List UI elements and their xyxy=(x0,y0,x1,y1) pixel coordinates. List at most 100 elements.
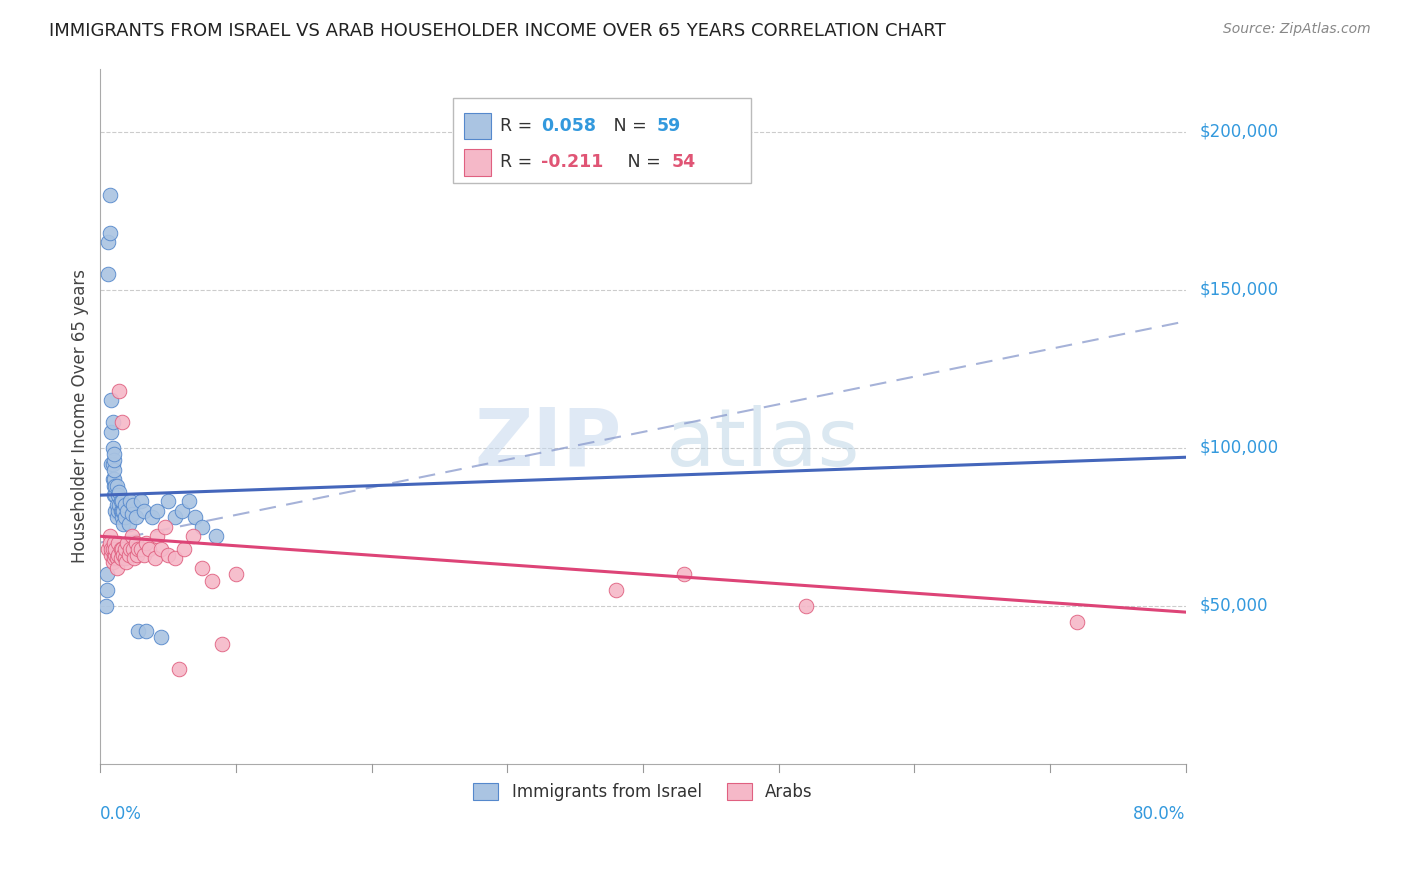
Point xyxy=(181,529,204,543)
FancyBboxPatch shape xyxy=(464,149,491,176)
Point xyxy=(794,599,817,613)
Text: $50,000: $50,000 xyxy=(1199,597,1268,615)
Text: $150,000: $150,000 xyxy=(1199,281,1278,299)
Point xyxy=(672,567,695,582)
Point xyxy=(157,548,180,562)
Point xyxy=(120,494,142,508)
Point xyxy=(105,479,128,493)
Point xyxy=(107,535,129,549)
Point xyxy=(117,504,139,518)
Point xyxy=(173,541,195,556)
Point xyxy=(167,662,190,676)
Point xyxy=(191,561,214,575)
Point xyxy=(125,548,148,562)
Text: N =: N = xyxy=(598,117,652,136)
Point xyxy=(124,535,146,549)
Point xyxy=(111,504,134,518)
Point xyxy=(146,504,169,518)
Text: 80.0%: 80.0% xyxy=(1133,805,1185,823)
Point xyxy=(122,498,145,512)
Point xyxy=(163,551,186,566)
Point xyxy=(124,510,146,524)
Point xyxy=(107,548,129,562)
Legend: Immigrants from Israel, Arabs: Immigrants from Israel, Arabs xyxy=(467,776,820,807)
Text: ZIP: ZIP xyxy=(474,405,621,483)
Point xyxy=(127,541,149,556)
Point xyxy=(105,498,128,512)
Point xyxy=(114,510,136,524)
Point xyxy=(112,516,135,531)
Point xyxy=(129,541,152,556)
Text: IMMIGRANTS FROM ISRAEL VS ARAB HOUSEHOLDER INCOME OVER 65 YEARS CORRELATION CHAR: IMMIGRANTS FROM ISRAEL VS ARAB HOUSEHOLD… xyxy=(49,22,946,40)
Point xyxy=(96,567,118,582)
Point xyxy=(100,541,122,556)
Point xyxy=(141,510,163,524)
Point xyxy=(105,510,128,524)
Point xyxy=(117,535,139,549)
Point xyxy=(98,529,121,543)
Point xyxy=(97,235,120,250)
Point xyxy=(94,599,117,613)
Point xyxy=(150,541,173,556)
Text: R =: R = xyxy=(499,153,537,171)
Point xyxy=(118,516,141,531)
Point xyxy=(103,447,125,461)
Point xyxy=(101,457,124,471)
Point xyxy=(114,541,136,556)
Point xyxy=(101,472,124,486)
Point xyxy=(184,510,207,524)
Point xyxy=(103,551,125,566)
Text: 59: 59 xyxy=(657,117,682,136)
Point xyxy=(100,457,122,471)
Text: -0.211: -0.211 xyxy=(541,153,603,171)
Point xyxy=(143,551,166,566)
Point xyxy=(122,541,145,556)
Point xyxy=(104,479,127,493)
Point xyxy=(138,541,160,556)
FancyBboxPatch shape xyxy=(464,113,491,139)
Point xyxy=(132,504,155,518)
Point xyxy=(108,384,131,398)
Point xyxy=(112,548,135,562)
Point xyxy=(114,551,136,566)
Text: 54: 54 xyxy=(671,153,696,171)
Point xyxy=(108,485,131,500)
Point xyxy=(157,494,180,508)
Point xyxy=(146,529,169,543)
Point xyxy=(111,494,134,508)
Point xyxy=(104,488,127,502)
Point xyxy=(111,416,134,430)
Point xyxy=(104,541,127,556)
Point xyxy=(103,488,125,502)
Point xyxy=(114,498,136,512)
Point xyxy=(96,582,118,597)
Point xyxy=(104,504,127,518)
Point xyxy=(605,582,627,597)
Text: atlas: atlas xyxy=(665,405,859,483)
Point xyxy=(120,541,142,556)
Point xyxy=(200,574,222,588)
Point xyxy=(103,472,125,486)
Point xyxy=(101,441,124,455)
Point xyxy=(98,535,121,549)
Point xyxy=(103,535,125,549)
Y-axis label: Householder Income Over 65 years: Householder Income Over 65 years xyxy=(72,269,89,563)
Point xyxy=(121,507,143,521)
Point xyxy=(103,463,125,477)
Point xyxy=(98,188,121,202)
Point xyxy=(111,541,134,556)
Point xyxy=(97,267,120,281)
Point xyxy=(101,416,124,430)
Point xyxy=(118,548,141,562)
Point xyxy=(100,393,122,408)
Point xyxy=(163,510,186,524)
Point xyxy=(105,551,128,566)
Point xyxy=(170,504,193,518)
Point xyxy=(211,637,233,651)
Point xyxy=(135,535,157,549)
Text: R =: R = xyxy=(499,117,537,136)
Point xyxy=(127,624,149,638)
Point xyxy=(98,226,121,240)
Text: 0.058: 0.058 xyxy=(541,117,596,136)
Point xyxy=(107,504,129,518)
